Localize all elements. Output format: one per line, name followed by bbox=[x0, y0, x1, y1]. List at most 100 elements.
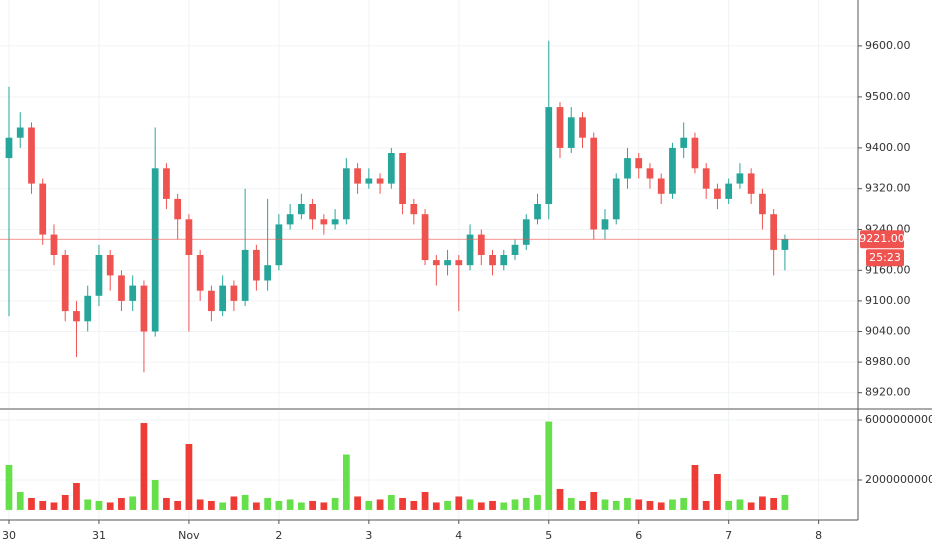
volume-bar bbox=[95, 500, 103, 510]
volume-bar bbox=[140, 423, 148, 510]
volume-bar bbox=[545, 421, 553, 510]
volume-bar bbox=[702, 500, 710, 510]
volume-bar bbox=[624, 497, 631, 510]
candle-body bbox=[73, 311, 80, 322]
candle-body bbox=[759, 193, 766, 215]
volume-bar bbox=[39, 500, 47, 510]
volume-bar bbox=[50, 502, 58, 510]
x-tick-label: 7 bbox=[725, 529, 732, 542]
candle-body bbox=[421, 214, 429, 261]
candle-body bbox=[579, 117, 586, 138]
candle-body bbox=[230, 285, 238, 301]
x-tick-label: 3 bbox=[365, 529, 372, 542]
volume-bar bbox=[455, 496, 463, 510]
volume-bar bbox=[511, 499, 519, 510]
volume-bar bbox=[253, 502, 260, 510]
y-tick-label: 20000000000.00 bbox=[865, 473, 932, 486]
countdown-box bbox=[866, 249, 904, 267]
volume-bar bbox=[354, 496, 361, 510]
candle-body bbox=[106, 255, 114, 276]
candle-body bbox=[320, 219, 328, 225]
volume-bar bbox=[16, 491, 24, 510]
candle-body bbox=[612, 178, 620, 220]
x-tick-label: 30 bbox=[2, 529, 16, 542]
y-tick-label: 9040.00 bbox=[865, 325, 911, 338]
y-tick-label: 9100.00 bbox=[865, 294, 911, 307]
volume-bar bbox=[781, 494, 789, 510]
candle-body bbox=[725, 183, 733, 199]
volume-bar bbox=[421, 491, 429, 510]
volume-bar bbox=[376, 499, 384, 510]
candle-body bbox=[657, 178, 665, 194]
volume-bar bbox=[590, 491, 598, 510]
candle-body bbox=[500, 255, 508, 266]
candle-body bbox=[489, 255, 496, 266]
candle-body bbox=[28, 127, 35, 184]
volume-bar bbox=[489, 500, 496, 510]
candle-body bbox=[376, 178, 384, 184]
candle-body bbox=[151, 168, 159, 332]
y-tick-label: 9160.00 bbox=[865, 263, 911, 276]
candle-body bbox=[567, 117, 575, 148]
x-tick-label: 31 bbox=[92, 529, 106, 542]
candle-body bbox=[781, 239, 789, 250]
volume-bar bbox=[208, 500, 215, 510]
volume-bar bbox=[556, 488, 564, 510]
volume-bar bbox=[118, 497, 125, 510]
candle-body bbox=[736, 173, 744, 184]
candle-body bbox=[522, 219, 530, 245]
candle-body bbox=[163, 168, 170, 199]
candle-body bbox=[556, 107, 564, 148]
candle-body bbox=[466, 234, 474, 266]
volume-bar bbox=[669, 499, 676, 510]
y-tick-label: 9600.00 bbox=[865, 39, 911, 52]
volume-bar bbox=[759, 496, 766, 510]
volume-bar bbox=[365, 500, 373, 510]
candle-body bbox=[275, 224, 283, 266]
volume-bar bbox=[264, 497, 272, 510]
volume-bar bbox=[151, 479, 159, 510]
x-tick-label: 6 bbox=[635, 529, 642, 542]
volume-bar bbox=[680, 497, 688, 510]
volume-bar bbox=[714, 473, 721, 510]
candle-body bbox=[219, 285, 227, 312]
candle-body bbox=[309, 204, 316, 220]
volume-bar bbox=[297, 502, 305, 510]
candle-body bbox=[84, 295, 92, 322]
volume-bar bbox=[241, 494, 249, 510]
candle-body bbox=[16, 127, 24, 138]
candle-body bbox=[5, 137, 13, 159]
candle-body bbox=[432, 260, 440, 266]
candle-body bbox=[241, 249, 249, 301]
candle-body bbox=[365, 178, 373, 184]
candle-body bbox=[702, 168, 710, 189]
volume-bar bbox=[163, 497, 170, 510]
volume-bar bbox=[657, 502, 665, 510]
candle-body bbox=[39, 183, 47, 235]
candle-body bbox=[399, 153, 406, 204]
volume-bar bbox=[747, 502, 755, 510]
candle-body bbox=[174, 198, 182, 220]
volume-bar bbox=[725, 500, 733, 510]
volume-bar bbox=[500, 502, 508, 510]
candle-body bbox=[669, 147, 676, 194]
candle-body bbox=[601, 219, 609, 230]
volume-bar bbox=[174, 500, 182, 510]
y-tick-label: 9320.00 bbox=[865, 182, 911, 195]
countdown: 25:23 bbox=[869, 251, 901, 264]
candle-body bbox=[534, 204, 541, 220]
candle-body bbox=[624, 158, 631, 179]
volume-bar bbox=[196, 499, 204, 510]
candle-body bbox=[477, 234, 485, 255]
candle-body bbox=[590, 137, 598, 230]
volume-bar bbox=[342, 454, 350, 510]
candle-body bbox=[691, 137, 699, 169]
volume-bar bbox=[61, 494, 69, 510]
candle-body bbox=[118, 275, 125, 301]
volume-bar bbox=[275, 500, 283, 510]
volume-bar bbox=[387, 494, 395, 510]
candle-body bbox=[410, 204, 418, 215]
candle-body bbox=[129, 285, 137, 301]
